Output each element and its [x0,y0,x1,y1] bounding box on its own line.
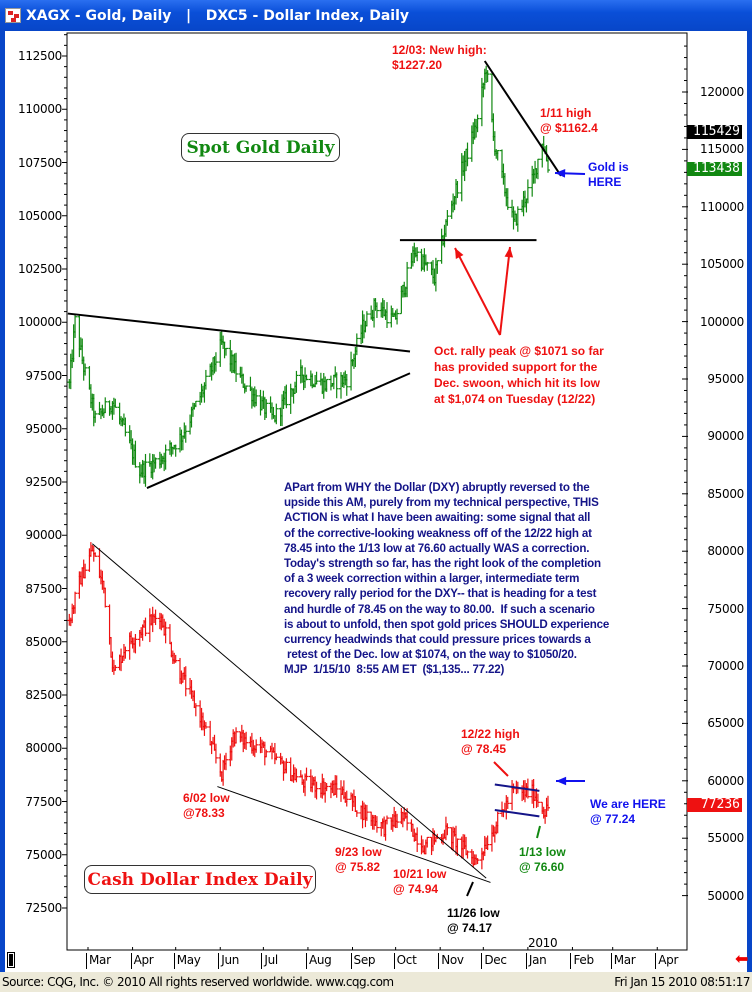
gold-here-arrow-head [555,169,566,178]
left-axis-tick-label: 85000 [25,634,62,649]
plot-area [66,32,688,951]
support-arrow-left-head [455,248,464,259]
right-axis-tick-label: 60000 [707,773,744,788]
month-label: Nov [438,953,464,969]
month-label: Jan [525,953,547,969]
year-label: 2010 [528,936,558,950]
last-value-tag-dollar: 77236 [687,798,742,812]
right-axis-tick-label: 110000 [699,199,744,214]
month-label: Jul [261,953,278,969]
month-label: Oct [393,953,417,969]
sep23-low-label: 9/23 low @ 75.82 [335,845,382,874]
jan11-high-label: 1/11 high @ $1162.4 [540,106,598,135]
right-axis-tick-label: 55000 [707,831,744,846]
left-axis-tick-label: 107500 [17,155,62,170]
last-value-tag-gold: 113438 [687,162,742,176]
month-label: May [173,953,201,969]
dollar-here-arrow-head [556,776,567,786]
window-frame-left [0,31,5,972]
jun02-low-label: 6/02 low @78.33 [183,791,230,820]
right-axis-tick-label: 115000 [699,142,744,157]
left-axis-tick-label: 95000 [25,421,62,436]
month-label: Apr [655,953,678,969]
month-label: Apr [130,953,154,969]
we-are-here-label: We are HERE @ 77.24 [590,797,666,826]
left-axis-tick-label: 105000 [17,208,62,223]
right-axis-tick-label: 70000 [707,659,744,673]
month-label: Jun [218,953,239,969]
oct21-low-label: 10/21 low @ 74.94 [393,867,447,896]
left-axis-tick-label: 87500 [25,581,62,596]
jan13-low-label: 1/13 low @ 76.60 [519,845,566,874]
left-axis-tick-label: 77500 [25,794,62,809]
month-label: Mar [86,953,111,969]
right-axis-tick-label: 95000 [707,372,744,386]
nov26-pointer [466,881,474,897]
window-title-bar: XAGX - Gold, Daily | DXC5 - Dollar Index… [0,0,752,31]
trendline [494,783,540,792]
left-axis-tick-label: 75000 [25,847,62,862]
commentary-text: APart from WHY the Dollar (DXY) abruptly… [284,481,610,677]
month-label: Dec [481,953,507,969]
month-label: Sep [350,953,376,969]
right-axis-tick-label: 50000 [707,888,744,903]
trendline [146,372,411,489]
right-axis-tick-label: 120000 [699,85,744,99]
dollar-title-box: Cash Dollar Index Daily [84,865,316,894]
right-axis-tick-label: 105000 [699,257,744,272]
app-icon [5,8,21,23]
left-axis-tick-label: 100000 [17,315,62,330]
trendline [217,786,491,883]
right-axis-tick-label: 65000 [707,716,744,731]
window-title: XAGX - Gold, Daily | DXC5 - Dollar Index… [26,8,410,24]
jan13-pointer [536,825,541,839]
left-axis-tick-label: 112500 [17,49,62,63]
gold-title-box: Spot Gold Daily [181,133,340,162]
red-arrow-left-icon[interactable]: ⬅ [735,951,749,968]
support-arrow-right [499,246,511,336]
left-axis-tick-label: 72500 [25,901,62,915]
last-value-tag-gold-black: 115429 [687,125,742,139]
dec22-pointer [493,761,509,777]
status-timestamp: Fri Jan 15 2010 08:51:17 [614,975,750,989]
support-arrow-left [454,247,501,336]
month-label: Aug [305,953,332,969]
month-label: Feb [570,953,594,969]
right-axis-tick-label: 85000 [707,486,744,501]
source-text: Source: CQG, Inc. © 2010 All rights rese… [2,975,394,989]
left-axis-tick-label: 82500 [25,688,62,702]
trendline [494,809,540,818]
scroll-handle[interactable] [7,952,15,968]
right-axis-tick-label: 80000 [707,544,744,559]
gold-here-label: Gold is HERE [588,160,629,189]
right-axis-tick-label: 100000 [699,314,744,329]
support-arrow-right-head [504,247,514,258]
left-axis-tick-label: 110000 [17,102,62,117]
left-axis-tick-label: 90000 [25,528,62,543]
oct-support-label: Oct. rally peak @ $1071 so far has provid… [434,344,604,406]
month-label: Mar [610,953,636,969]
new-high-label: 12/03: New high: $1227.20 [392,43,487,72]
left-axis-tick-label: 92500 [25,475,62,489]
trendline [67,312,411,353]
left-axis-tick-label: 102500 [17,262,62,276]
right-axis-tick-label: 90000 [707,429,744,444]
left-axis-tick-label: 80000 [25,741,62,756]
trendline [91,543,487,879]
right-axis-tick-label: 75000 [707,601,744,616]
nov26-low-label: 11/26 low @ 74.17 [447,906,500,935]
window-frame-right [747,31,752,972]
left-axis-tick-label: 97500 [25,368,62,383]
dec22-high-label: 12/22 high @ 78.45 [461,727,520,756]
trendline [483,60,562,177]
status-bar: Source: CQG, Inc. © 2010 All rights rese… [0,972,752,992]
